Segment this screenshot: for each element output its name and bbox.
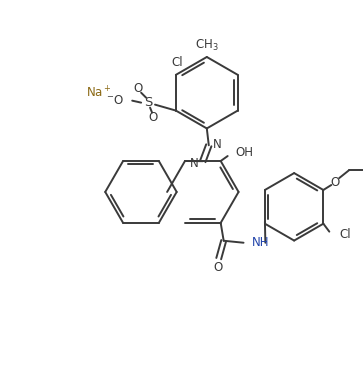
Text: Cl: Cl	[172, 57, 183, 70]
Text: S: S	[144, 96, 152, 109]
Text: NH: NH	[252, 236, 269, 249]
Text: N: N	[213, 138, 222, 151]
Text: O: O	[149, 111, 158, 124]
Text: O: O	[213, 261, 222, 274]
Text: CH$_3$: CH$_3$	[195, 37, 219, 53]
Text: Cl: Cl	[339, 228, 351, 241]
Text: Na$^+$: Na$^+$	[86, 85, 111, 100]
Text: O: O	[331, 175, 340, 189]
Text: OH: OH	[236, 145, 254, 159]
Text: $^{-}$O: $^{-}$O	[106, 94, 124, 107]
Text: N: N	[190, 157, 198, 170]
Text: O: O	[134, 82, 143, 95]
